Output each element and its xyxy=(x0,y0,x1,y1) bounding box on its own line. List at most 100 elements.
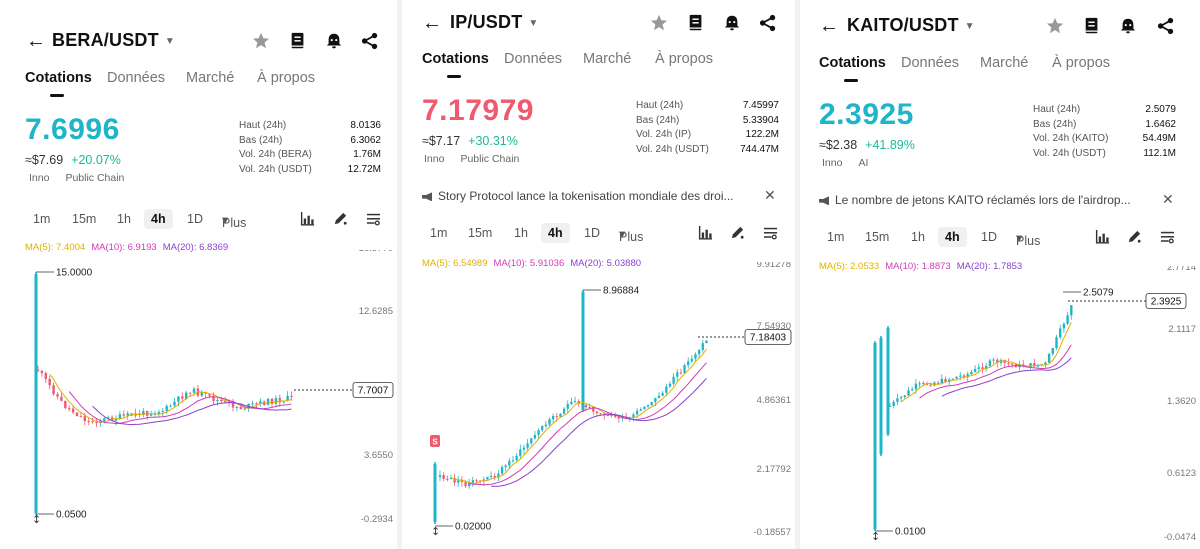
timeframe-1d[interactable]: 1D xyxy=(584,226,600,240)
indicator-settings-icon[interactable] xyxy=(1160,229,1175,244)
candlestick-chart[interactable]: 2.7714 2.1117 1.3620 0.6123 -0.0474 2.5079 0.0… xyxy=(800,266,1200,548)
tab-donnees[interactable]: Données xyxy=(901,55,960,71)
candle xyxy=(142,410,145,416)
tab-a-propos[interactable]: À propos xyxy=(1052,55,1111,71)
ma5-line xyxy=(900,322,1072,403)
book-icon[interactable] xyxy=(687,14,705,32)
candle xyxy=(1066,315,1069,324)
draw-tool-icon[interactable] xyxy=(730,225,745,240)
candle xyxy=(1007,362,1010,364)
drag-handle-icon: ↕ xyxy=(431,525,440,538)
pair-title[interactable]: BERA/USDT ▼ xyxy=(52,30,175,50)
share-icon[interactable] xyxy=(361,32,379,50)
draw-tool-icon[interactable] xyxy=(333,211,348,226)
timeframe-plus[interactable]: Plus ▾ xyxy=(1016,231,1041,248)
timeframe-4h[interactable]: 4h xyxy=(541,223,570,243)
bell-icon[interactable] xyxy=(1119,17,1137,35)
candle xyxy=(687,361,690,366)
candle xyxy=(52,385,55,395)
tab-donnees[interactable]: Données xyxy=(504,51,563,67)
timeframe-1d[interactable]: 1D xyxy=(187,212,203,226)
candle xyxy=(541,426,544,431)
candle xyxy=(220,399,223,402)
candle xyxy=(34,274,38,513)
high-marker-label: 15.0000 xyxy=(56,268,93,279)
stat-label: Vol. 24h (USDT) xyxy=(239,163,312,175)
star-icon[interactable] xyxy=(1046,17,1064,35)
timeframe-plus[interactable]: Plus ▾ xyxy=(619,227,644,244)
chevron-down-icon[interactable]: ▼ xyxy=(164,35,175,47)
tab-cotations[interactable]: Cotations xyxy=(819,55,886,71)
news-ticker[interactable]: Le nombre de jetons KAITO réclamés lors … xyxy=(819,193,1131,207)
candle xyxy=(475,480,478,482)
star-icon[interactable] xyxy=(252,32,270,50)
stat-value: 744.47M xyxy=(740,143,779,155)
pair-title[interactable]: IP/USDT ▼ xyxy=(450,12,539,32)
chevron-down-icon[interactable]: ▼ xyxy=(528,17,539,29)
draw-tool-icon[interactable] xyxy=(1127,229,1142,244)
back-arrow-icon[interactable]: ← xyxy=(422,12,442,34)
news-ticker[interactable]: Story Protocol lance la tokenisation mon… xyxy=(422,189,734,203)
megaphone-icon xyxy=(422,192,432,202)
timeframe-1h[interactable]: 1h xyxy=(117,212,131,226)
star-icon[interactable] xyxy=(650,14,668,32)
chevron-down-icon[interactable]: ▼ xyxy=(964,20,975,32)
tab-a-propos[interactable]: À propos xyxy=(655,51,714,67)
candle xyxy=(526,443,529,448)
tab-marche[interactable]: Marché xyxy=(980,55,1029,71)
timeframe-4h[interactable]: 4h xyxy=(144,209,173,229)
timeframe-1m[interactable]: 1m xyxy=(33,212,51,226)
stat-label: Bas (24h) xyxy=(1033,118,1077,130)
tab-cotations[interactable]: Cotations xyxy=(25,70,92,86)
back-arrow-icon[interactable]: ← xyxy=(819,15,839,37)
tab-marche[interactable]: Marché xyxy=(583,51,632,67)
tag-public-chain[interactable]: Public Chain xyxy=(65,172,125,184)
book-icon[interactable] xyxy=(1083,17,1101,35)
tag-inno[interactable]: Inno xyxy=(822,157,843,169)
stat-value: 122.2M xyxy=(745,129,779,140)
timeframe-15m[interactable]: 15m xyxy=(72,212,97,226)
news-text[interactable]: Story Protocol lance la tokenisation mon… xyxy=(438,189,734,203)
share-icon[interactable] xyxy=(759,14,777,32)
timeframe-1h[interactable]: 1h xyxy=(514,226,528,240)
chart-type-icon[interactable] xyxy=(1095,229,1110,244)
timeframe-15m[interactable]: 15m xyxy=(468,226,493,240)
candle xyxy=(239,406,242,410)
chart-type-icon[interactable] xyxy=(698,225,713,240)
bell-icon[interactable] xyxy=(723,14,741,32)
timeframe-15m[interactable]: 15m xyxy=(865,230,890,244)
close-icon[interactable]: ✕ xyxy=(1162,191,1174,207)
timeframe-1m[interactable]: 1m xyxy=(430,226,448,240)
pair-title[interactable]: KAITO/USDT ▼ xyxy=(847,15,975,35)
sell-marker-label: S xyxy=(432,438,438,447)
back-arrow-icon[interactable]: ← xyxy=(26,30,46,52)
candlestick-chart[interactable]: 9.91278 7.54930 4.86361 2.17792 -0.18557 8.96… xyxy=(402,262,795,548)
indicator-settings-icon[interactable] xyxy=(366,211,381,226)
tag-inno[interactable]: Inno xyxy=(29,172,50,184)
candlestick-chart[interactable]: 16.5770 12.6285 3.6550 -0.2934 15.0000 0.0500… xyxy=(0,250,397,540)
book-icon[interactable] xyxy=(289,32,307,50)
tab-marche[interactable]: Marché xyxy=(186,70,235,86)
bell-icon[interactable] xyxy=(325,32,343,50)
news-text[interactable]: Le nombre de jetons KAITO réclamés lors … xyxy=(835,193,1131,207)
close-icon[interactable]: ✕ xyxy=(764,187,776,203)
tab-cotations[interactable]: Cotations xyxy=(422,51,489,67)
candle xyxy=(555,416,558,418)
timeframe-1m[interactable]: 1m xyxy=(827,230,845,244)
indicator-settings-icon[interactable] xyxy=(763,225,778,240)
share-icon[interactable] xyxy=(1157,17,1175,35)
tag-inno[interactable]: Inno xyxy=(424,153,445,165)
timeframe-1d[interactable]: 1D xyxy=(981,230,997,244)
tag-ai[interactable]: AI xyxy=(858,157,869,169)
candle xyxy=(562,408,566,414)
chart-type-icon[interactable] xyxy=(300,211,315,226)
active-tab-indicator xyxy=(844,79,858,82)
tab-donnees[interactable]: Données xyxy=(107,70,166,86)
tag-public-chain[interactable]: Public Chain xyxy=(460,153,520,165)
fiat-price: ≈$7.17 +30.31% xyxy=(422,134,518,148)
timeframe-4h[interactable]: 4h xyxy=(938,227,967,247)
timeframe-1h[interactable]: 1h xyxy=(911,230,925,244)
tab-a-propos[interactable]: À propos xyxy=(257,70,316,86)
timeframe-plus[interactable]: Plus ▾ xyxy=(222,213,247,230)
candle xyxy=(595,411,599,414)
